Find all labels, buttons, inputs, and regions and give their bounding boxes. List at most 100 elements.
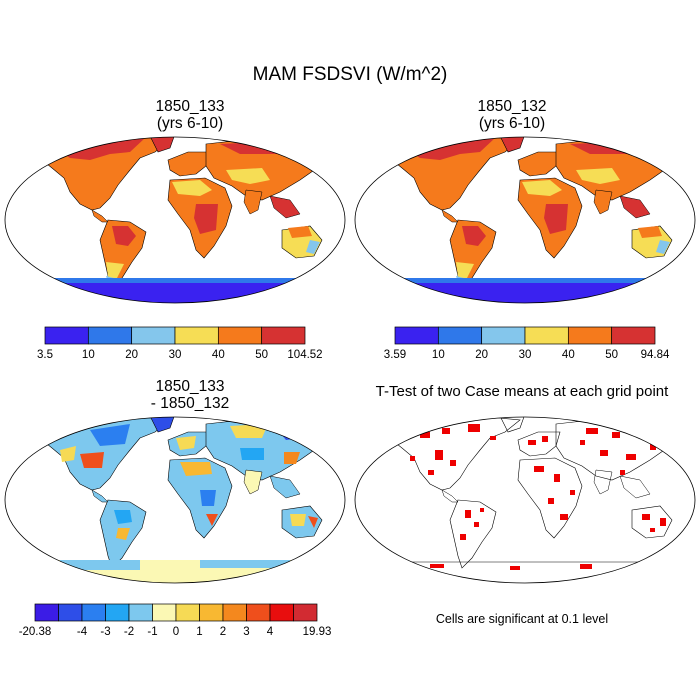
australia-north: [638, 226, 662, 238]
greenland-outline: [499, 417, 526, 433]
asia-outline: [555, 417, 681, 481]
greenland: [149, 417, 176, 433]
africa-sahara: [522, 180, 562, 196]
colorbar-tick-label: 10: [82, 349, 95, 361]
india: [243, 189, 263, 215]
australia-outline: [631, 505, 673, 539]
colorbar-1-boxes: [44, 326, 306, 345]
southeast-asia: [269, 475, 301, 499]
colorbar-tick-label: 10: [432, 349, 445, 361]
colorbar-tick-label: 40: [562, 349, 575, 361]
colorbar-box: [105, 603, 130, 622]
asia-patch-1: [230, 424, 268, 438]
panel-3-title-line1: 1850_133: [155, 378, 225, 395]
footnote: Cells are significant at 0.1 level: [435, 612, 609, 626]
north-america-north: [405, 138, 495, 160]
colorbar-box: [34, 603, 59, 622]
antarctica-patch-2: [200, 560, 290, 568]
map-3-land: [5, 417, 345, 583]
panel-2-title: 1850_132 (yrs 6-10): [352, 98, 672, 132]
colorbar-tick-label: 94.84: [641, 349, 670, 361]
africa-central: [194, 204, 218, 234]
australia-north: [288, 226, 312, 238]
colorbar-tick-label: 20: [125, 349, 138, 361]
colorbar-box: [81, 603, 106, 622]
colorbar-tick-label: -20.38: [19, 626, 52, 638]
panel-3-title-line2: - 1850_132: [150, 395, 230, 412]
colorbar-box: [175, 603, 200, 622]
colorbar-tick-label: 30: [169, 349, 182, 361]
greenland: [149, 137, 176, 153]
colorbar-box: [222, 603, 247, 622]
colorbar-tick-label: 0: [173, 626, 179, 638]
colorbar-1: 3.5 10 20 30 40 50 104.52: [37, 326, 323, 361]
colorbar-box: [524, 326, 569, 345]
colorbar-box: [58, 603, 83, 622]
panel-1-title: 1850_133 (yrs 6-10): [30, 98, 350, 132]
central-america: [91, 489, 109, 503]
europe: [517, 151, 561, 177]
colorbar-box: [611, 326, 656, 345]
antarctica: [5, 560, 345, 583]
colorbar-tick-label: 20: [475, 349, 488, 361]
map-1-border: [4, 136, 346, 304]
colorbar-tick-label: -3: [100, 626, 110, 638]
map-panel-1: [4, 136, 346, 304]
colorbar-tick-label: 4: [267, 626, 274, 638]
colorbar-box: [567, 326, 613, 345]
map-panel-3: [4, 416, 346, 584]
south-america-core: [112, 226, 136, 246]
india-outline: [593, 469, 613, 495]
asia-patch-3: [240, 448, 264, 460]
antarctica-edge: [355, 278, 695, 283]
australia-patch-2: [308, 516, 318, 528]
north-america-patch-2: [80, 452, 104, 468]
antarctica: [355, 280, 695, 303]
colorbar-3-labels: -20.38 -4 -3 -2 -1 0 1 2 3 4 19.93: [19, 626, 332, 638]
australia-east: [656, 240, 670, 254]
colorbar-2-boxes: [394, 326, 656, 345]
india: [243, 469, 263, 495]
central-america: [91, 209, 109, 223]
panel-1-title-line2: (yrs 6-10): [156, 115, 224, 132]
significant-cells: [410, 424, 666, 570]
southeast-asia-outline: [619, 475, 651, 499]
africa-patch-1: [180, 462, 212, 476]
map-panel-2: [354, 136, 696, 304]
colorbar-box: [131, 326, 176, 345]
africa-central: [544, 204, 568, 234]
antarctica-patch-1: [60, 560, 140, 570]
panel-2-title-line2: (yrs 6-10): [478, 115, 546, 132]
central-america: [441, 209, 459, 223]
africa-sahara: [172, 180, 212, 196]
map-4-border: [354, 416, 696, 584]
panel-2-title-line1: 1850_132: [477, 98, 547, 115]
colorbar-box: [394, 326, 439, 345]
southeast-asia: [619, 195, 651, 219]
colorbar-box: [87, 326, 133, 345]
colorbar-tick-label: 3.5: [37, 349, 53, 361]
antarctica-edge: [5, 278, 345, 283]
colorbar-box: [174, 326, 219, 345]
australia-east: [306, 240, 320, 254]
colorbar-tick-label: -1: [147, 626, 157, 638]
colorbar-1-labels: 3.5 10 20 30 40 50 104.52: [37, 349, 323, 361]
north-america: [39, 417, 171, 491]
europe: [167, 151, 211, 177]
colorbar-box: [481, 326, 526, 345]
panel-4-title: T-Test of two Case means at each grid po…: [375, 383, 669, 400]
map-3-border: [4, 416, 346, 584]
colorbar-box: [217, 326, 263, 345]
colorbar-box: [269, 603, 294, 622]
colorbar-box: [128, 603, 153, 622]
africa-outline: [517, 457, 583, 539]
north-america-outline: [389, 417, 521, 491]
colorbar-3: -20.38 -4 -3 -2 -1 0 1 2 3 4 19.93: [19, 603, 332, 638]
colorbar-2-labels: 3.59 10 20 30 40 50 94.84: [384, 349, 670, 361]
colorbar-tick-label: 30: [519, 349, 532, 361]
south-america-outline: [449, 499, 497, 569]
south-america-patch-1: [114, 510, 132, 524]
india: [593, 189, 613, 215]
africa-patch-2: [200, 490, 216, 506]
colorbar-tick-label: 40: [212, 349, 225, 361]
